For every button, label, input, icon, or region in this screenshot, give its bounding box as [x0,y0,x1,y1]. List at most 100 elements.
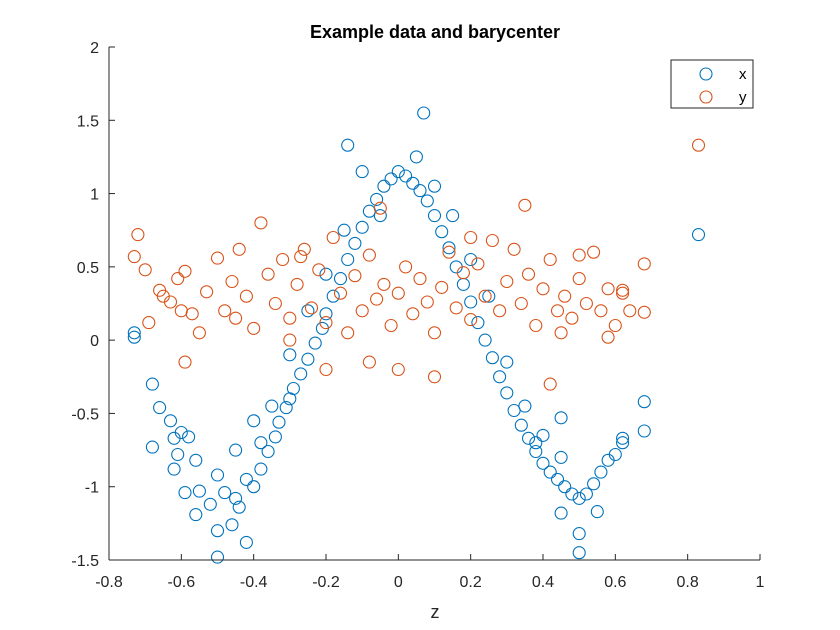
data-point-x [341,252,355,267]
data-point-x [427,209,442,223]
data-point-x [500,386,514,400]
data-point-y [406,307,420,321]
data-point-y [218,304,232,318]
data-point-x [529,436,543,450]
data-point-x [485,351,499,365]
legend-label-y: y [739,89,747,106]
data-point-x [178,486,192,500]
x-axis-label: z [431,602,440,622]
data-point-y [326,230,340,245]
data-point-y [464,313,478,327]
data-point-y [558,289,572,303]
x-tick-label: 0.2 [460,574,482,591]
y-tick-label: 1 [90,187,99,204]
data-point-y [507,242,521,256]
x-tick-label: 0.6 [604,574,626,591]
data-point-x [435,225,449,239]
data-point-y [637,305,651,319]
plot-area [127,106,706,564]
data-point-x [319,267,333,281]
data-point-y [355,304,369,318]
data-point-x [272,415,286,429]
data-point-x [608,447,622,462]
data-point-y [608,318,622,333]
data-point-x [384,172,398,186]
x-tick-label: -0.6 [168,574,196,591]
data-point-x [637,424,651,438]
data-point-y [268,296,282,311]
data-point-y [554,326,568,340]
data-point-y [420,295,434,309]
data-point-y [579,296,593,311]
data-point-x [218,486,232,500]
data-point-x [399,169,413,183]
data-point-y [543,377,557,391]
data-point-y [362,355,376,369]
data-point-y [601,282,615,296]
data-point-y [156,289,170,303]
data-point-y [427,370,442,384]
data-point-x [493,370,507,384]
x-tick-label: 0.4 [532,574,554,591]
data-point-y [384,318,398,333]
data-point-x [554,411,568,425]
y-tick-label: -1.5 [71,553,99,570]
data-point-y [192,326,206,340]
data-point-y [276,252,290,267]
data-point-y [550,304,565,318]
data-point-y [435,280,449,294]
data-point-y [319,316,333,330]
data-point-y [572,272,586,286]
data-point-x [391,165,405,179]
data-point-x [163,414,178,428]
data-point-y [449,301,463,315]
data-point-y [131,228,145,242]
data-point-x [370,192,384,206]
x-tick-label: 0 [394,574,403,591]
data-point-x [294,367,308,381]
data-point-y [543,252,557,267]
data-point-x [145,377,159,391]
data-point-y [587,245,601,259]
legend-marker-y [699,90,713,104]
data-point-x [182,430,196,444]
data-point-y [239,289,253,303]
data-point-x [127,326,141,340]
data-point-y [297,242,311,256]
axes: -0.8 -0.6 -0.4 -0.2 0 0.2 0.4 0.6 0.8 1 -1.5 -1 -0.5… [71,40,764,591]
data-point-x [229,491,243,505]
data-point-y [493,304,507,318]
y-tick-label: -1 [85,480,99,497]
data-point-x [239,535,253,549]
data-point-x [572,546,586,560]
data-point-y [616,286,630,300]
data-point-x [572,491,586,505]
data-point-x [518,399,532,413]
data-point-y [247,321,261,335]
legend: xy [670,59,754,109]
data-point-x [189,453,203,467]
data-point-x [417,106,431,120]
data-point-y [391,362,405,377]
data-point-y [138,263,152,277]
data-point-y [312,263,326,277]
data-point-x [500,355,514,369]
x-tick-label: -0.2 [312,574,340,591]
y-tick-label: 0.5 [77,260,99,277]
x-tick-label: 1 [756,574,765,591]
data-point-x [337,223,351,237]
data-point-y [637,257,651,271]
y-tick-label: 2 [90,40,99,57]
legend-box [670,59,754,109]
data-point-x [579,487,593,501]
data-point-x [279,401,293,415]
data-point-x [229,443,243,457]
data-point-x [265,399,279,413]
data-point-y [456,266,470,280]
data-point-y [283,333,297,347]
data-point-x [554,450,568,464]
data-point-x [377,179,391,193]
data-point-x [616,431,630,445]
data-point-x [254,462,268,476]
data-point-y [442,245,456,259]
